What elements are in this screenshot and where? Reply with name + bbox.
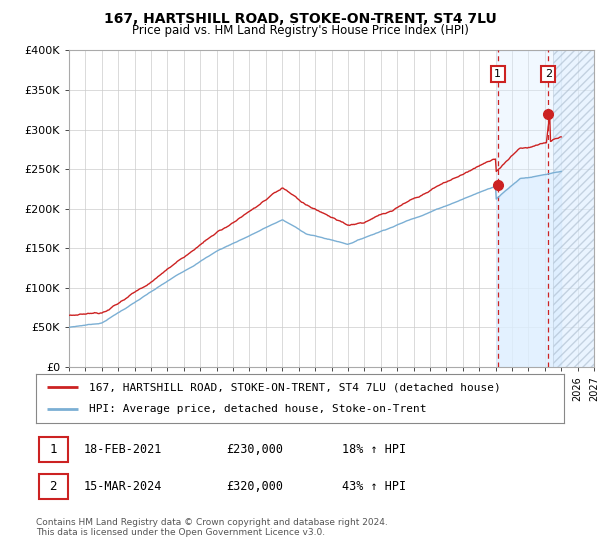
FancyBboxPatch shape <box>38 437 68 463</box>
Text: HPI: Average price, detached house, Stoke-on-Trent: HPI: Average price, detached house, Stok… <box>89 404 426 414</box>
Text: £230,000: £230,000 <box>226 444 283 456</box>
Text: 2: 2 <box>545 69 552 79</box>
Text: Contains HM Land Registry data © Crown copyright and database right 2024.
This d: Contains HM Land Registry data © Crown c… <box>36 518 388 538</box>
Text: 167, HARTSHILL ROAD, STOKE-ON-TRENT, ST4 7LU (detached house): 167, HARTSHILL ROAD, STOKE-ON-TRENT, ST4… <box>89 382 500 393</box>
FancyBboxPatch shape <box>38 474 68 499</box>
Text: Price paid vs. HM Land Registry's House Price Index (HPI): Price paid vs. HM Land Registry's House … <box>131 24 469 36</box>
Text: 18% ↑ HPI: 18% ↑ HPI <box>342 444 406 456</box>
Text: 1: 1 <box>494 69 501 79</box>
Text: 15-MAR-2024: 15-MAR-2024 <box>83 480 162 493</box>
Text: 2: 2 <box>49 480 57 493</box>
Text: 167, HARTSHILL ROAD, STOKE-ON-TRENT, ST4 7LU: 167, HARTSHILL ROAD, STOKE-ON-TRENT, ST4… <box>104 12 496 26</box>
Text: £320,000: £320,000 <box>226 480 283 493</box>
Text: 43% ↑ HPI: 43% ↑ HPI <box>342 480 406 493</box>
Text: 18-FEB-2021: 18-FEB-2021 <box>83 444 162 456</box>
Text: 1: 1 <box>49 444 57 456</box>
